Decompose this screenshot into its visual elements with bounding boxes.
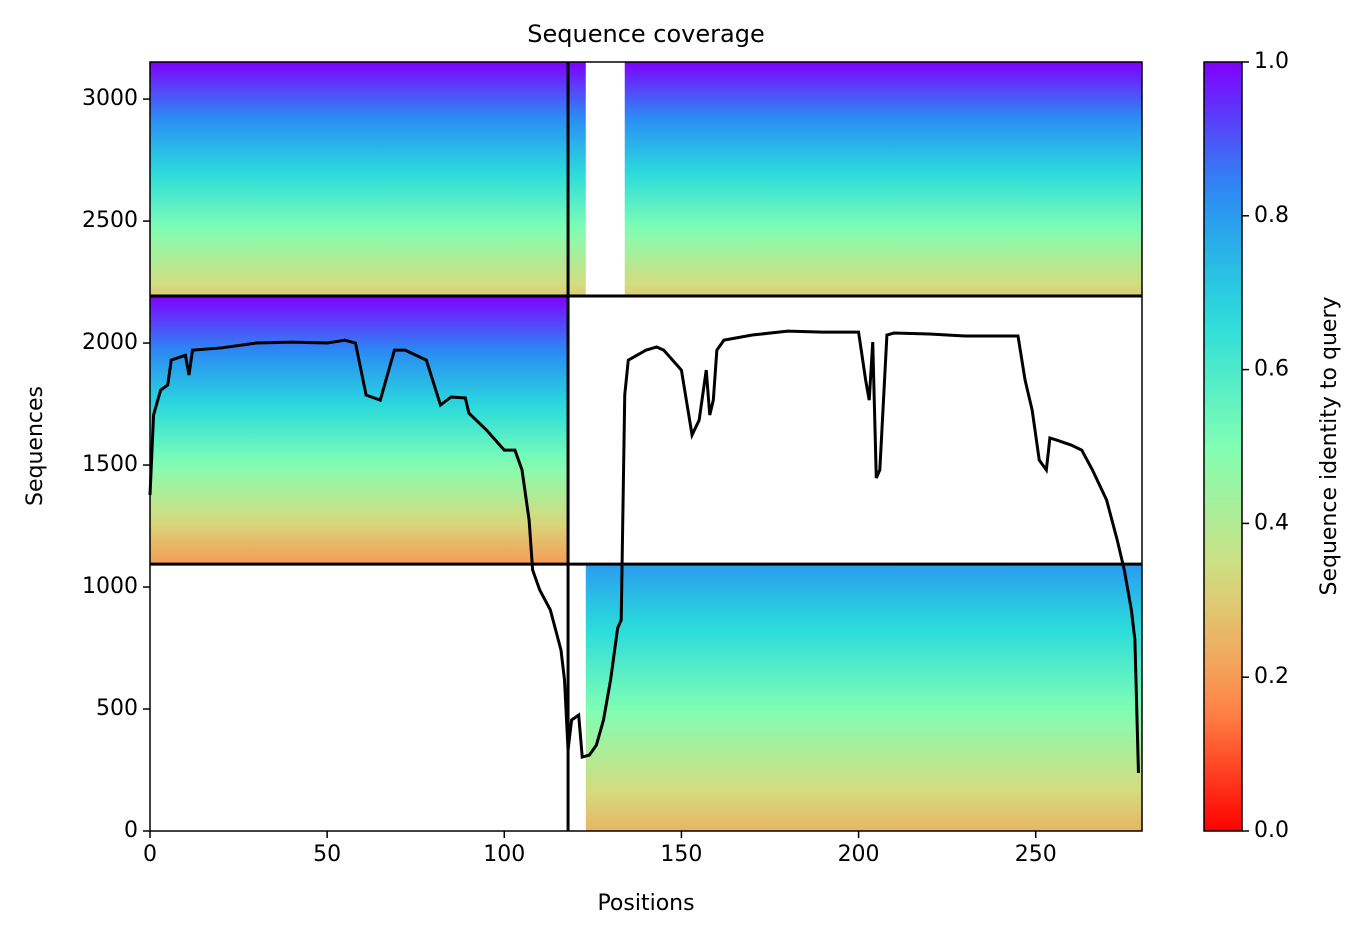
coverage-line xyxy=(148,329,1140,773)
x-tick-label: 200 xyxy=(838,842,880,867)
y-tick-label: 2500 xyxy=(82,208,138,233)
colorbar-tick-label: 0.2 xyxy=(1254,664,1289,689)
x-tick-label: 50 xyxy=(313,842,341,867)
x-tick-label: 250 xyxy=(1015,842,1057,867)
x-axis-label: Positions xyxy=(597,891,694,916)
chart-title: Sequence coverage xyxy=(527,20,764,48)
colorbar-tick-label: 0.0 xyxy=(1254,818,1289,843)
y-tick-label: 3000 xyxy=(82,86,138,111)
x-tick-label: 100 xyxy=(483,842,525,867)
colorbar-tick-label: 1.0 xyxy=(1254,49,1289,74)
y-axis-label: Sequences xyxy=(23,386,48,506)
y-tick-label: 1500 xyxy=(82,452,138,477)
colorbar-label: Sequence identity to query xyxy=(1317,296,1342,595)
x-tick-label: 150 xyxy=(660,842,702,867)
y-tick-label: 1000 xyxy=(82,574,138,599)
coverage-block xyxy=(150,295,569,565)
y-tick-label: 0 xyxy=(124,818,138,843)
y-tick-label: 2000 xyxy=(82,330,138,355)
colorbar-tick-label: 0.6 xyxy=(1254,357,1289,382)
colorbar-tick-label: 0.4 xyxy=(1254,510,1289,535)
x-tick-label: 0 xyxy=(143,842,157,867)
colorbar-tick-label: 0.8 xyxy=(1254,203,1289,228)
colorbar xyxy=(1203,61,1243,832)
coverage-block xyxy=(150,62,586,296)
coverage-block xyxy=(585,564,1142,831)
coverage-block xyxy=(624,62,1142,296)
plot-frame xyxy=(149,61,1143,832)
y-tick-label: 500 xyxy=(96,696,138,721)
